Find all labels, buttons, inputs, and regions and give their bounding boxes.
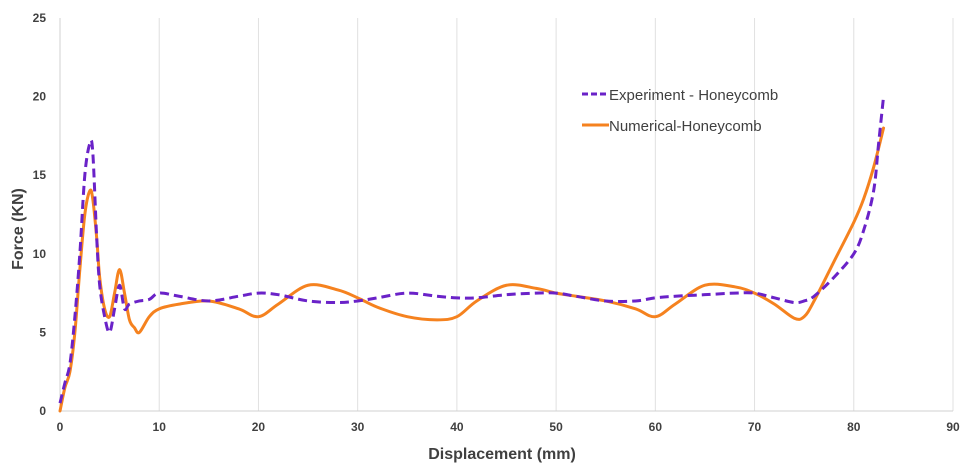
x-axis-label: Displacement (mm) bbox=[428, 446, 576, 463]
x-tick-label-20: 20 bbox=[252, 420, 266, 434]
series-line-experiment bbox=[58, 96, 886, 404]
x-tick-label-30: 30 bbox=[351, 420, 365, 434]
tick-labels: 0 10 20 30 40 50 60 70 80 90 0 5 10 15 20 25 bbox=[33, 11, 960, 434]
x-tick-label-40: 40 bbox=[450, 420, 464, 434]
legend-label-numerical: Numerical-Honeycomb bbox=[609, 118, 762, 135]
y-tick-label-5: 5 bbox=[39, 325, 46, 339]
y-tick-label-20: 20 bbox=[33, 90, 47, 104]
y-axis-label: Force (KN) bbox=[10, 188, 27, 270]
grid-lines bbox=[158, 18, 954, 411]
y-tick-label-0: 0 bbox=[39, 404, 46, 418]
legend: Experiment - Honeycomb Numerical-Honeyco… bbox=[582, 87, 778, 135]
x-tick-label-70: 70 bbox=[748, 420, 762, 434]
x-tick-label-0: 0 bbox=[57, 420, 64, 434]
y-tick-label-15: 15 bbox=[33, 168, 47, 182]
x-tick-label-50: 50 bbox=[549, 420, 563, 434]
y-tick-label-10: 10 bbox=[33, 247, 47, 261]
legend-label-experiment: Experiment - Honeycomb bbox=[609, 87, 778, 104]
axes bbox=[59, 18, 953, 412]
series-line-numerical bbox=[58, 126, 886, 413]
x-tick-label-80: 80 bbox=[847, 420, 861, 434]
x-tick-label-60: 60 bbox=[649, 420, 663, 434]
y-tick-label-25: 25 bbox=[33, 11, 47, 25]
x-tick-label-10: 10 bbox=[153, 420, 167, 434]
series-lines bbox=[58, 96, 886, 413]
x-tick-label-90: 90 bbox=[946, 420, 960, 434]
